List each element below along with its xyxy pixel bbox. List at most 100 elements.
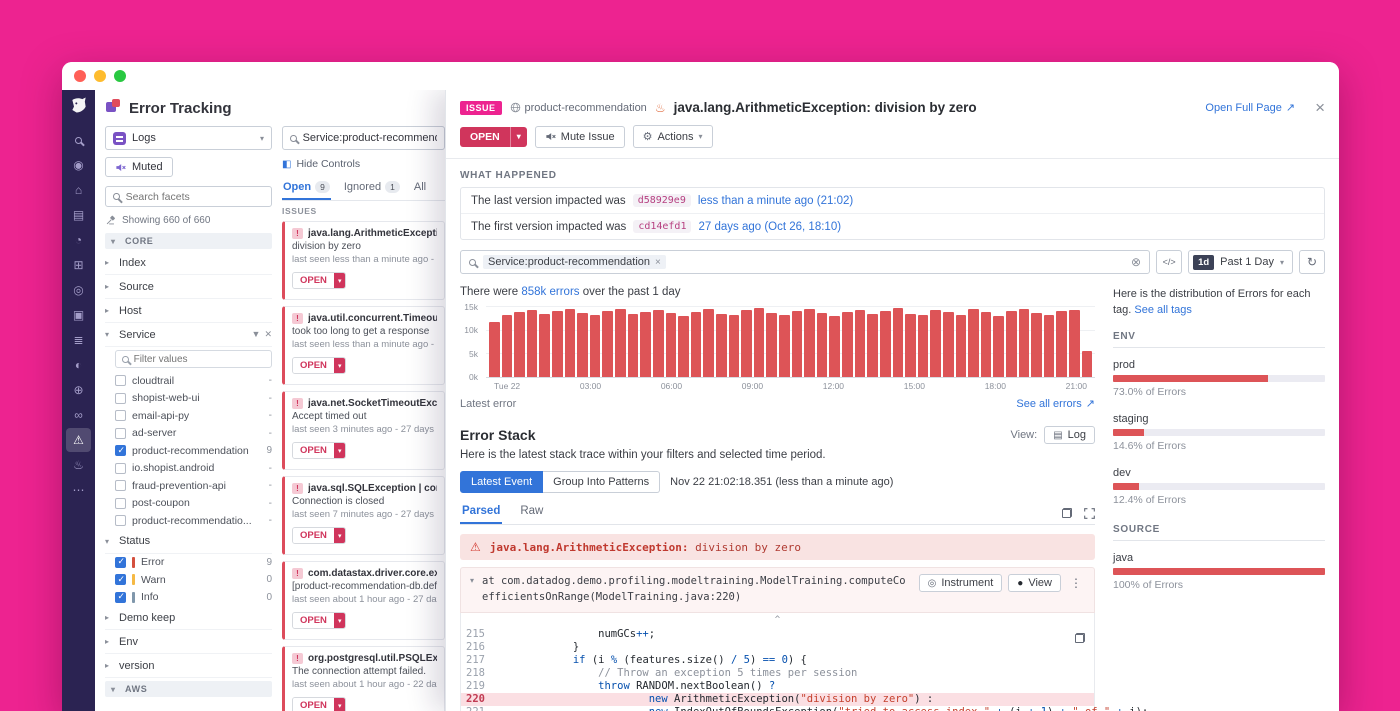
issues-tab[interactable]: Open 9 xyxy=(282,178,331,200)
synthetics-icon[interactable]: ⊕ xyxy=(66,378,91,402)
facet-group-header[interactable]: ▸ Host xyxy=(105,299,272,323)
issue-status-dropdown[interactable]: OPEN ▾ xyxy=(292,697,346,711)
source-select[interactable]: Logs ▾ xyxy=(105,126,272,150)
clear-filters-icon[interactable] xyxy=(105,215,116,226)
search-filter-token[interactable]: Service:product-recommendation × xyxy=(483,255,666,269)
checkbox[interactable] xyxy=(115,498,126,509)
group-into-patterns-tab[interactable]: Group Into Patterns xyxy=(543,471,660,493)
facet-group-header[interactable]: ▸ Demo keep xyxy=(105,606,272,630)
actions-dropdown[interactable]: ⚙ Actions ▾ xyxy=(633,125,713,148)
checkbox[interactable] xyxy=(115,515,126,526)
checkbox[interactable] xyxy=(115,375,126,386)
issue-card[interactable]: ! java.lang.ArithmeticExceptio... divisi… xyxy=(282,221,445,300)
datadog-logo[interactable] xyxy=(69,95,89,120)
checkbox[interactable] xyxy=(115,410,126,421)
issues-search[interactable] xyxy=(282,126,445,150)
watchdog-icon[interactable]: ◉ xyxy=(66,153,91,177)
ci-icon[interactable]: ∞ xyxy=(66,403,91,427)
facet-value-filter-input[interactable] xyxy=(134,354,265,365)
tag-name[interactable]: staging xyxy=(1113,413,1325,425)
stack-frame-header[interactable]: ▾ at com.datadog.demo.profiling.modeltra… xyxy=(460,567,1095,613)
open-full-page-link[interactable]: Open Full Page ↗ xyxy=(1205,101,1295,114)
version-hash-chip[interactable]: cd14efd1 xyxy=(633,220,691,233)
facet-value-row[interactable]: fraud-prevention-api - xyxy=(105,477,272,495)
instrument-button[interactable]: ◎ Instrument xyxy=(919,574,1003,592)
close-icon[interactable]: × xyxy=(1315,99,1325,116)
issue-status-dropdown[interactable]: OPEN ▾ xyxy=(292,527,346,544)
issue-card[interactable]: ! org.postgresql.util.PSQLExce... The co… xyxy=(282,646,445,711)
facet-value-row[interactable]: io.shopist.android - xyxy=(105,460,272,478)
raw-tab[interactable]: Raw xyxy=(518,502,545,524)
issue-card[interactable]: ! com.datastax.driver.core.exc... [produ… xyxy=(282,561,445,640)
drawer-search-input[interactable]: Service:product-recommendation × ⊗ xyxy=(460,250,1150,274)
logs-icon[interactable]: ≣ xyxy=(66,328,91,352)
facet-value-row[interactable]: product-recommendatio... - xyxy=(105,512,272,530)
facet-section-aws[interactable]: ▾ AWS xyxy=(105,681,272,697)
facet-group-status[interactable]: ▾ Status xyxy=(105,530,272,554)
latest-event-tab[interactable]: Latest Event xyxy=(460,471,543,493)
version-time-link[interactable]: less than a minute ago (21:02) xyxy=(698,195,853,207)
dashboards-icon[interactable]: ▤ xyxy=(66,203,91,227)
muted-filter-button[interactable]: Muted xyxy=(105,157,173,177)
facet-value-row[interactable]: ad-server - xyxy=(105,425,272,443)
checkbox[interactable] xyxy=(115,393,126,404)
checkbox[interactable] xyxy=(115,428,126,439)
see-all-errors-link[interactable]: See all errors ↗ xyxy=(1016,397,1095,410)
facet-value-row[interactable]: product-recommendation 9 xyxy=(105,442,272,460)
monitors-icon[interactable]: ◔ xyxy=(66,228,91,252)
facet-value-row[interactable]: cloudtrail - xyxy=(105,372,272,390)
issue-status-dropdown[interactable]: OPEN ▾ xyxy=(292,442,346,459)
infrastructure-icon[interactable]: ⌂ xyxy=(66,178,91,202)
facet-section-core[interactable]: ▾ CORE xyxy=(105,233,272,249)
checkbox[interactable] xyxy=(115,445,126,456)
collapse-code-icon[interactable]: ^ xyxy=(461,616,1094,625)
kebab-menu-icon[interactable]: ⋮ xyxy=(1067,576,1085,590)
facet-group-header[interactable]: ▸ Env xyxy=(105,630,272,654)
facet-group-header[interactable]: ▸ Index xyxy=(105,251,272,275)
checkbox[interactable] xyxy=(115,463,126,474)
issue-card[interactable]: ! java.net.SocketTimeoutExcep... Accept … xyxy=(282,391,445,470)
issue-status-dropdown[interactable]: OPEN ▾ xyxy=(460,127,527,147)
copy-icon[interactable] xyxy=(1062,508,1072,518)
integrations-icon[interactable]: ⊞ xyxy=(66,253,91,277)
maximize-window-button[interactable] xyxy=(114,70,126,82)
facet-search[interactable] xyxy=(105,186,272,207)
facet-group-header[interactable]: ▸ Source xyxy=(105,275,272,299)
mute-issue-button[interactable]: Mute Issue xyxy=(535,126,625,148)
version-hash-chip[interactable]: d58929e9 xyxy=(633,194,691,207)
issue-card[interactable]: ! java.util.concurrent.Timeout... took t… xyxy=(282,306,445,385)
apm-icon[interactable]: ◎ xyxy=(66,278,91,302)
issues-tab[interactable]: All xyxy=(413,178,427,200)
rum-icon[interactable]: ◐ xyxy=(66,353,91,377)
issue-status-dropdown[interactable]: OPEN ▾ xyxy=(292,272,346,289)
log-view-button[interactable]: ▤ Log xyxy=(1044,426,1095,444)
view-source-button[interactable]: ● View xyxy=(1008,574,1061,592)
hide-controls-link[interactable]: ◧ Hide Controls xyxy=(282,158,445,170)
facet-value-filter[interactable] xyxy=(115,350,272,368)
tag-name[interactable]: java xyxy=(1113,552,1325,564)
facet-value-row[interactable]: post-coupon - xyxy=(105,495,272,513)
more-icon[interactable]: ⋯ xyxy=(66,478,91,502)
copy-code-icon[interactable] xyxy=(1075,633,1085,643)
error-count-link[interactable]: 858k errors xyxy=(521,286,579,298)
issue-status-dropdown[interactable]: OPEN ▾ xyxy=(292,612,346,629)
parsed-tab[interactable]: Parsed xyxy=(460,502,502,524)
time-range-picker[interactable]: 1d Past 1 Day ▾ xyxy=(1188,250,1293,274)
checkbox[interactable] xyxy=(115,557,126,568)
version-time-link[interactable]: 27 days ago (Oct 26, 18:10) xyxy=(698,221,841,233)
facet-value-row[interactable]: Info 0 xyxy=(105,589,272,607)
see-all-tags-link[interactable]: See all tags xyxy=(1134,304,1191,316)
facet-value-row[interactable]: Error 9 xyxy=(105,554,272,572)
refresh-button[interactable]: ↻ xyxy=(1299,250,1325,274)
query-syntax-toggle[interactable]: </> xyxy=(1156,250,1182,274)
facet-group-service[interactable]: ▾ Service ▼ ✕ xyxy=(105,323,272,347)
error-tracking-icon[interactable]: ⚠ xyxy=(66,428,91,452)
checkbox[interactable] xyxy=(115,574,126,585)
tag-name[interactable]: dev xyxy=(1113,467,1325,479)
remove-filter-icon[interactable]: × xyxy=(655,257,661,268)
minimize-window-button[interactable] xyxy=(94,70,106,82)
issue-card[interactable]: ! java.sql.SQLException | com... Connect… xyxy=(282,476,445,555)
close-window-button[interactable] xyxy=(74,70,86,82)
filter-icon[interactable]: ▼ xyxy=(252,329,261,340)
facet-value-row[interactable]: email-api-py - xyxy=(105,407,272,425)
